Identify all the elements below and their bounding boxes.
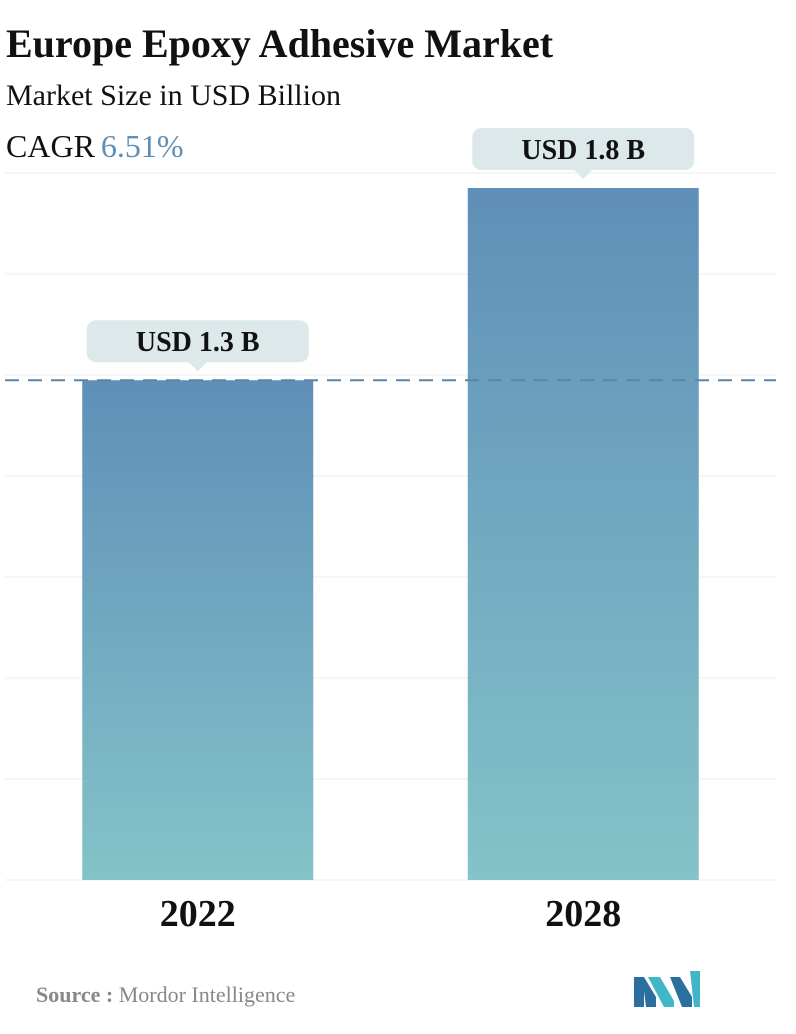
data-label-bubble [472,128,695,170]
data-label-2022: USD 1.3 B [86,320,309,372]
data-labels: USD 1.3 B USD 1.8 B [86,128,695,372]
data-label-pointer [188,362,207,372]
chart-subtitle: Market Size in USD Billion [6,79,341,112]
bar-2022 [82,380,314,880]
data-label-2028: USD 1.8 B [472,128,695,179]
mordor-intelligence-logo-icon [634,971,700,1007]
cagr-line: CAGR 6.51% [6,128,184,165]
x-tick-label-2028: 2028 [545,893,621,935]
source-value: Mordor Intelligence [118,982,296,1007]
bar-2028 [467,188,699,880]
data-label-text: USD 1.3 B [136,327,260,358]
cagr-label: CAGR [6,128,95,164]
source-label: Source : [36,982,114,1007]
bar-chart: USD 1.3 B USD 1.8 B 2022 2028 [5,128,776,935]
data-label-text: USD 1.8 B [521,135,645,166]
x-axis-ticks: 2022 2028 [160,893,622,935]
x-tick-label-2022: 2022 [160,893,236,935]
data-label-pointer [574,170,593,179]
cagr-value: 6.51% [100,128,184,164]
source-note: Source : Mordor Intelligence [36,982,295,1008]
data-label-bubble [86,320,309,363]
chart-title: Europe Epoxy Adhesive Market [6,21,554,66]
bars [82,188,699,880]
